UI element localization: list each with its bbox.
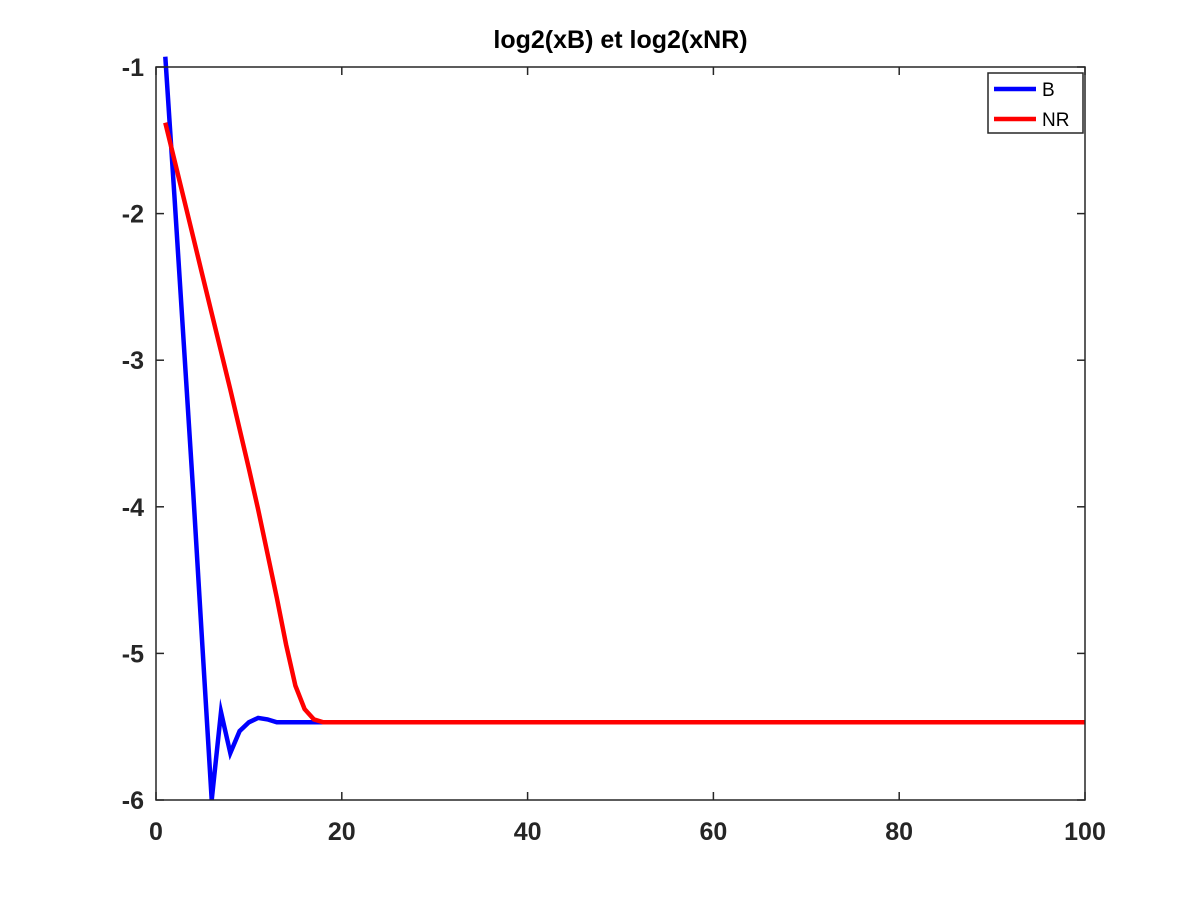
chart-title: log2(xB) et log2(xNR) bbox=[493, 26, 747, 54]
series-layer bbox=[163, 56, 1085, 801]
legend-label-nr: NR bbox=[1042, 110, 1069, 131]
legend-box bbox=[987, 72, 1084, 134]
y-tick-label: -1 bbox=[122, 54, 144, 82]
x-tick-label: 60 bbox=[699, 818, 727, 846]
axes-box bbox=[155, 66, 1086, 801]
y-tick-label: -6 bbox=[122, 787, 144, 815]
tick-layer: 0 20 40 60 80 100 -6 -5 -4 -3 -2 -1 bbox=[122, 54, 1106, 846]
x-tick-label: 0 bbox=[149, 818, 163, 846]
plot-area bbox=[156, 67, 1085, 800]
series-line-b bbox=[163, 56, 1085, 801]
series-line-nr bbox=[163, 122, 1085, 725]
x-tick-label: 20 bbox=[328, 818, 356, 846]
y-tick-label: -5 bbox=[122, 640, 144, 668]
x-tick-label: 100 bbox=[1064, 818, 1106, 846]
y-tick-label: -2 bbox=[122, 201, 144, 229]
x-tick-label: 80 bbox=[885, 818, 913, 846]
y-tick-label: -3 bbox=[122, 347, 144, 375]
x-tick-label: 40 bbox=[514, 818, 542, 846]
legend-label-b: B bbox=[1042, 80, 1055, 101]
legend: B NR bbox=[987, 72, 1084, 134]
y-tick-label: -4 bbox=[122, 494, 144, 522]
